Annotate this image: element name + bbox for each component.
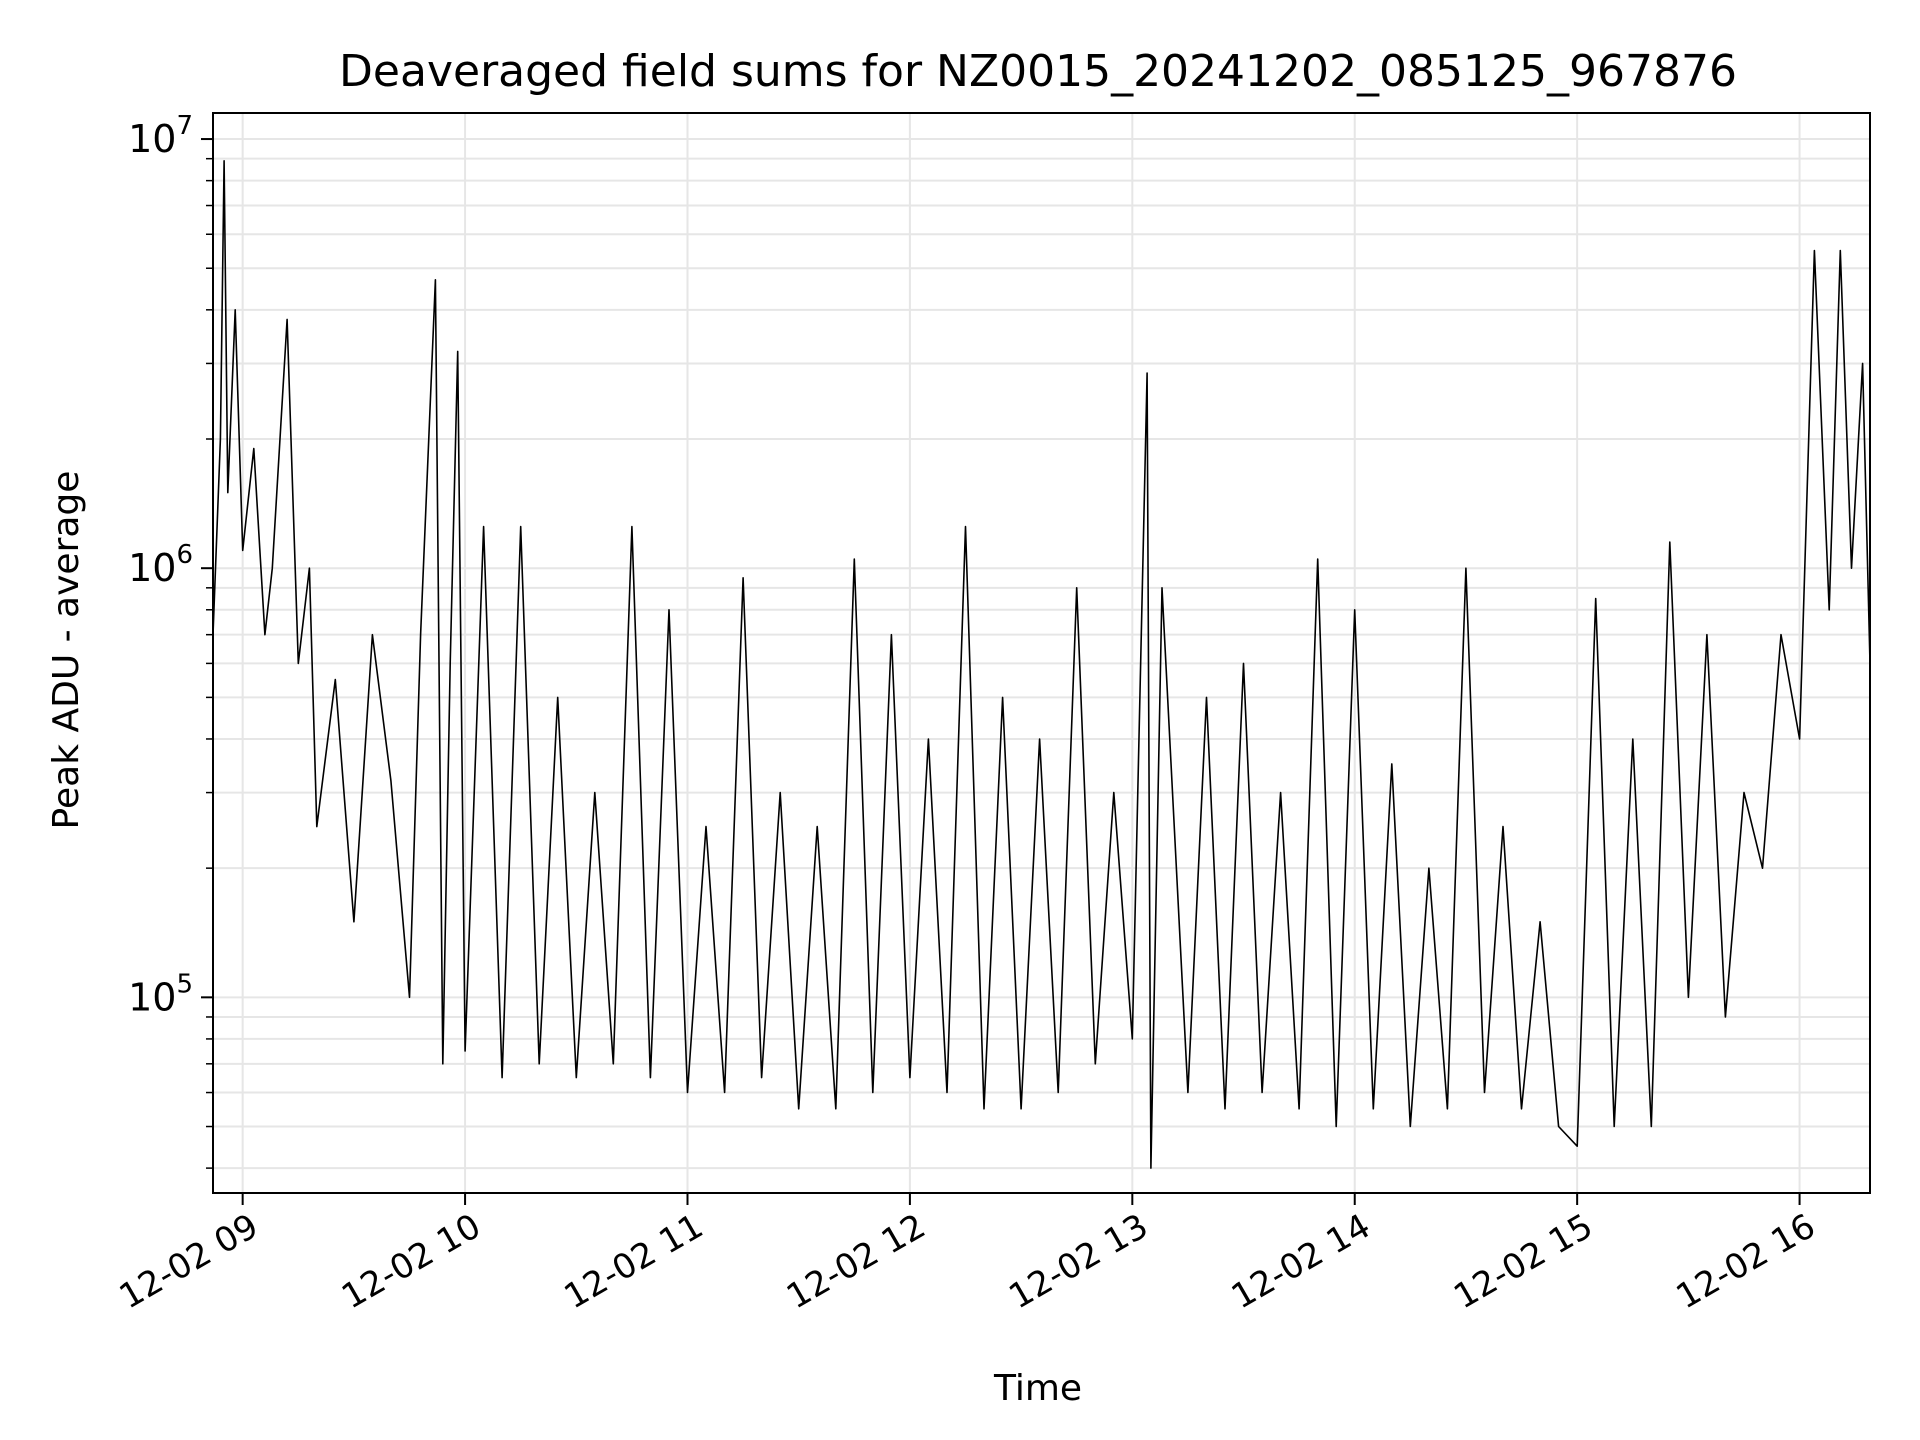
x-axis-label: Time [993, 1368, 1082, 1409]
y-tick-label: 105 [128, 969, 193, 1019]
y-axis-label: Peak ADU - average [46, 471, 87, 830]
grid-lines [213, 113, 1870, 1193]
plot-frame [212, 112, 1871, 1194]
series-line-0 [212, 160, 1871, 1169]
series-layer [212, 160, 1871, 1169]
chart-title: Deaveraged field sums for NZ0015_2024120… [339, 46, 1737, 97]
y-tick-label: 107 [128, 111, 193, 161]
y-tick-label: 106 [128, 540, 193, 590]
